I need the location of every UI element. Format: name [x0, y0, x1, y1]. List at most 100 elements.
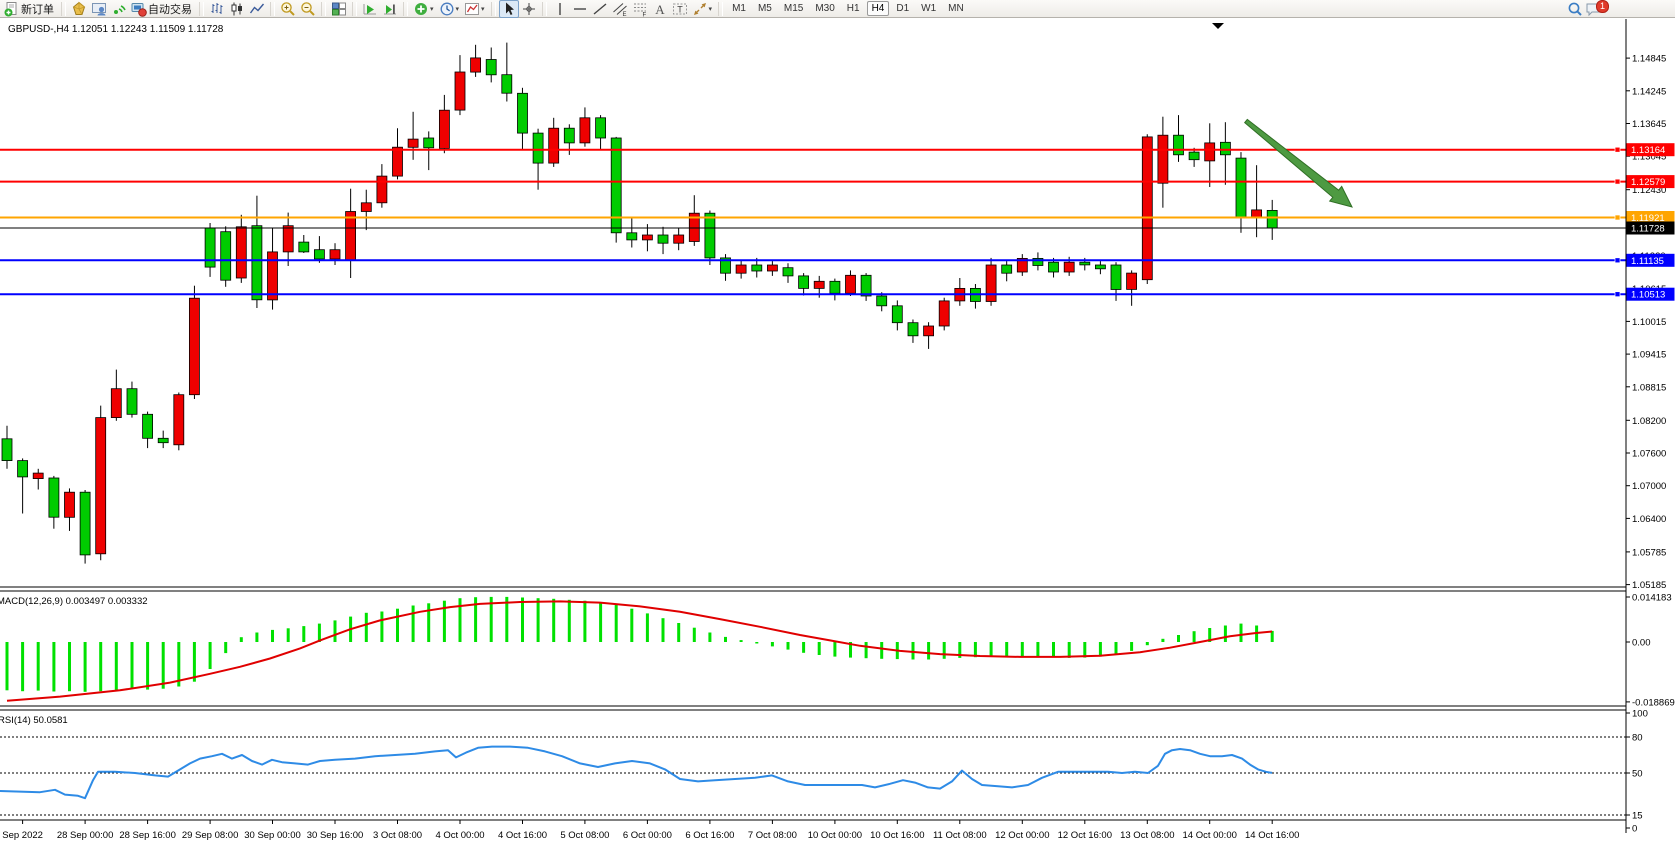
tile-windows-button[interactable] [329, 0, 349, 18]
toolbar-separator [403, 1, 408, 16]
toolbar-right-group: 1 [1565, 0, 1609, 18]
line-handle[interactable] [1614, 178, 1621, 185]
timeframe-mn-button[interactable]: MN [948, 3, 964, 14]
new-order-button[interactable]: 新订单 [2, 0, 58, 18]
templates-button[interactable]: ▾ [462, 0, 488, 18]
timeframe-h1-button[interactable]: H1 [846, 3, 860, 14]
macd-tick-label: -0.018869 [1632, 697, 1675, 708]
price-tick-label: 1.08200 [1632, 416, 1666, 427]
line-handle[interactable] [1614, 257, 1621, 264]
channel-button[interactable]: E [610, 0, 630, 18]
price-tick-label: 1.06400 [1632, 514, 1666, 525]
signals-icon [111, 1, 127, 17]
label-tool-button[interactable]: T [670, 0, 690, 18]
macd-histogram-bar [192, 642, 196, 682]
candle [595, 115, 606, 150]
price-tick-label: 1.13645 [1632, 119, 1666, 130]
chart-shift-button[interactable] [380, 0, 400, 18]
autotrade-button[interactable]: 自动交易 [129, 0, 196, 18]
price-line-label-text: 1.13164 [1631, 145, 1665, 156]
vline-icon [552, 1, 568, 17]
price-tick-label: 1.10015 [1632, 317, 1666, 328]
indicators-button[interactable]: ▾ [411, 0, 437, 18]
macd-histogram-bar [739, 640, 743, 642]
macd-histogram-bar [1067, 642, 1071, 658]
line-chart-icon [249, 1, 265, 17]
vline-button[interactable] [550, 0, 570, 18]
trendline-button[interactable] [590, 0, 610, 18]
cursor-button[interactable] [498, 0, 519, 18]
timeframe-w1-button[interactable]: W1 [921, 3, 937, 14]
time-tick-label: 7 Oct 08:00 [748, 830, 797, 841]
candle [17, 458, 29, 514]
macd-histogram-bar [849, 642, 852, 658]
timeframe-d1-button[interactable]: D1 [896, 3, 910, 14]
market-watch-button[interactable] [69, 0, 89, 18]
macd-histogram-bar [864, 642, 868, 659]
candle [454, 55, 466, 116]
candle [1095, 261, 1106, 275]
rsi-tick-label: 100 [1632, 709, 1648, 720]
time-tick-label: Sep 2022 [2, 830, 43, 841]
channel-icon: E [612, 1, 628, 18]
macd-histogram-bar [505, 596, 509, 642]
text-tool-button[interactable]: A [650, 0, 670, 18]
candles-chart-button[interactable] [227, 0, 247, 18]
timeframe-m30-button[interactable]: M30 [815, 3, 835, 14]
timeframe-h4-button[interactable]: H4 [866, 1, 890, 16]
periods-button[interactable]: ▾ [437, 0, 463, 18]
macd-histogram-bar [286, 628, 290, 642]
macd-histogram-bar [442, 600, 446, 642]
candle [32, 468, 44, 490]
line-handle[interactable] [1614, 214, 1621, 221]
candle [173, 392, 185, 451]
macd-histogram-bar [99, 642, 103, 692]
macd-histogram-bar [68, 642, 71, 692]
fibonacci-icon: F [632, 1, 648, 18]
zoom-out-button[interactable] [298, 0, 318, 18]
auto-scroll-button[interactable] [360, 0, 380, 18]
macd-histogram-bar [255, 632, 259, 642]
signals-button[interactable] [109, 0, 129, 18]
candle [579, 107, 591, 147]
candle [110, 369, 122, 421]
candle [251, 195, 263, 308]
macd-histogram-bar [552, 598, 556, 642]
candle [517, 87, 528, 150]
arrow-annotation[interactable] [1244, 118, 1353, 208]
candle [610, 136, 622, 243]
line-handle[interactable] [1614, 291, 1621, 298]
fibonacci-button[interactable]: F [630, 0, 650, 18]
line-chart-button[interactable] [247, 0, 267, 18]
candle [1220, 122, 1231, 185]
time-tick-label: 14 Oct 00:00 [1182, 830, 1236, 841]
trendline-icon [592, 1, 608, 17]
macd-histogram-bar [1161, 638, 1165, 642]
shapes-button[interactable]: ▾ [690, 0, 716, 18]
time-tick-label: 4 Oct 16:00 [498, 830, 547, 841]
price-line-label-text: 1.11921 [1631, 213, 1665, 224]
macd-label: MACD(12,26,9) 0.003497 0.003332 [0, 596, 148, 607]
timeframe-m1-button[interactable]: M1 [732, 3, 746, 14]
price-line-label-text: 1.11728 [1631, 224, 1665, 235]
candle [376, 164, 388, 208]
data-window-icon [91, 1, 107, 17]
timeframe-m5-button[interactable]: M5 [757, 3, 772, 14]
timeframe-m15-button[interactable]: M15 [783, 3, 804, 14]
chart-shift-marker[interactable] [1212, 23, 1224, 29]
hline-button[interactable] [570, 0, 590, 18]
chart-shift-icon [382, 1, 398, 17]
macd-histogram-bar [161, 642, 165, 689]
data-window-button[interactable] [89, 0, 109, 18]
bars-chart-button[interactable] [207, 0, 227, 18]
crosshair-button[interactable] [519, 0, 539, 18]
chat-button[interactable]: 1 [1585, 0, 1609, 17]
line-handle[interactable] [1614, 146, 1621, 153]
zoom-in-button[interactable] [278, 0, 298, 18]
rsi-tick-label: 80 [1632, 733, 1643, 744]
search-button[interactable] [1565, 0, 1585, 18]
toolbar-separator [352, 1, 357, 16]
candle [704, 210, 716, 265]
